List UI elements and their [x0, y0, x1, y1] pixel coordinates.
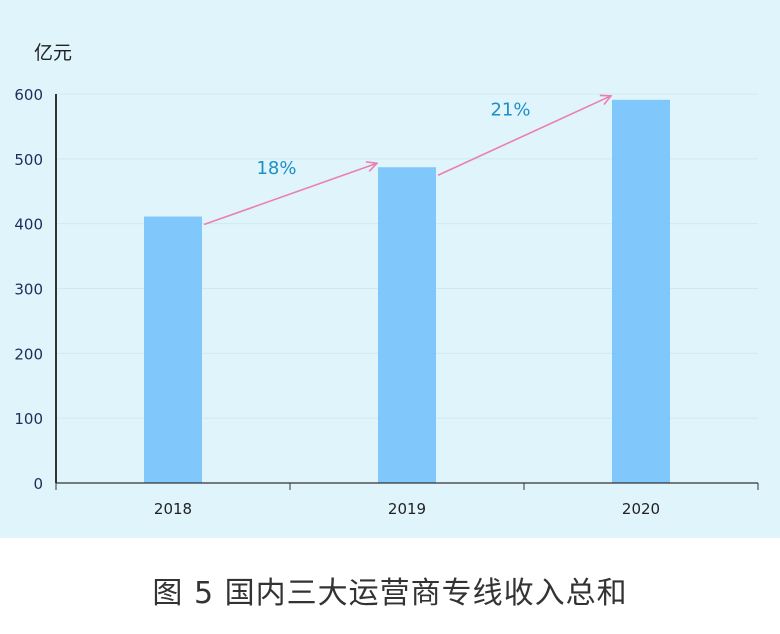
- y-tick-label: 300: [14, 281, 43, 299]
- bar-2019: [378, 167, 436, 484]
- growth-arrow: [203, 163, 377, 226]
- bar-chart: 0 100 200 300 400 500 600 2018 2019 2020 18% 21% 亿…: [14, 42, 759, 518]
- y-tick-label: 400: [14, 216, 43, 234]
- figure-caption: 图 5 国内三大运营商专线收入总和: [152, 576, 628, 611]
- chart-panel: 0 100 200 300 400 500 600 2018 2019 2020 18% 21% 亿…: [0, 0, 780, 538]
- bars: [144, 99, 670, 484]
- y-tick-label: 500: [14, 151, 43, 169]
- growth-label: 18%: [256, 158, 296, 179]
- bar-2020: [612, 99, 670, 484]
- axes: 0 100 200 300 400 500 600 2018 2019 2020: [14, 86, 759, 518]
- y-tick-label: 600: [14, 86, 43, 104]
- x-tick-label: 2020: [622, 500, 660, 518]
- x-tick-label: 2018: [154, 500, 192, 518]
- bar-2018: [144, 216, 202, 483]
- y-tick-label: 200: [14, 345, 43, 363]
- growth-arrow: [437, 96, 611, 176]
- x-tick-label: 2019: [388, 500, 426, 518]
- y-tick-label: 0: [33, 475, 43, 493]
- y-tick-label: 100: [14, 410, 43, 428]
- y-axis-label: 亿元: [34, 42, 72, 64]
- growth-label: 21%: [490, 100, 530, 121]
- growth-annotations: 18% 21%: [203, 96, 611, 226]
